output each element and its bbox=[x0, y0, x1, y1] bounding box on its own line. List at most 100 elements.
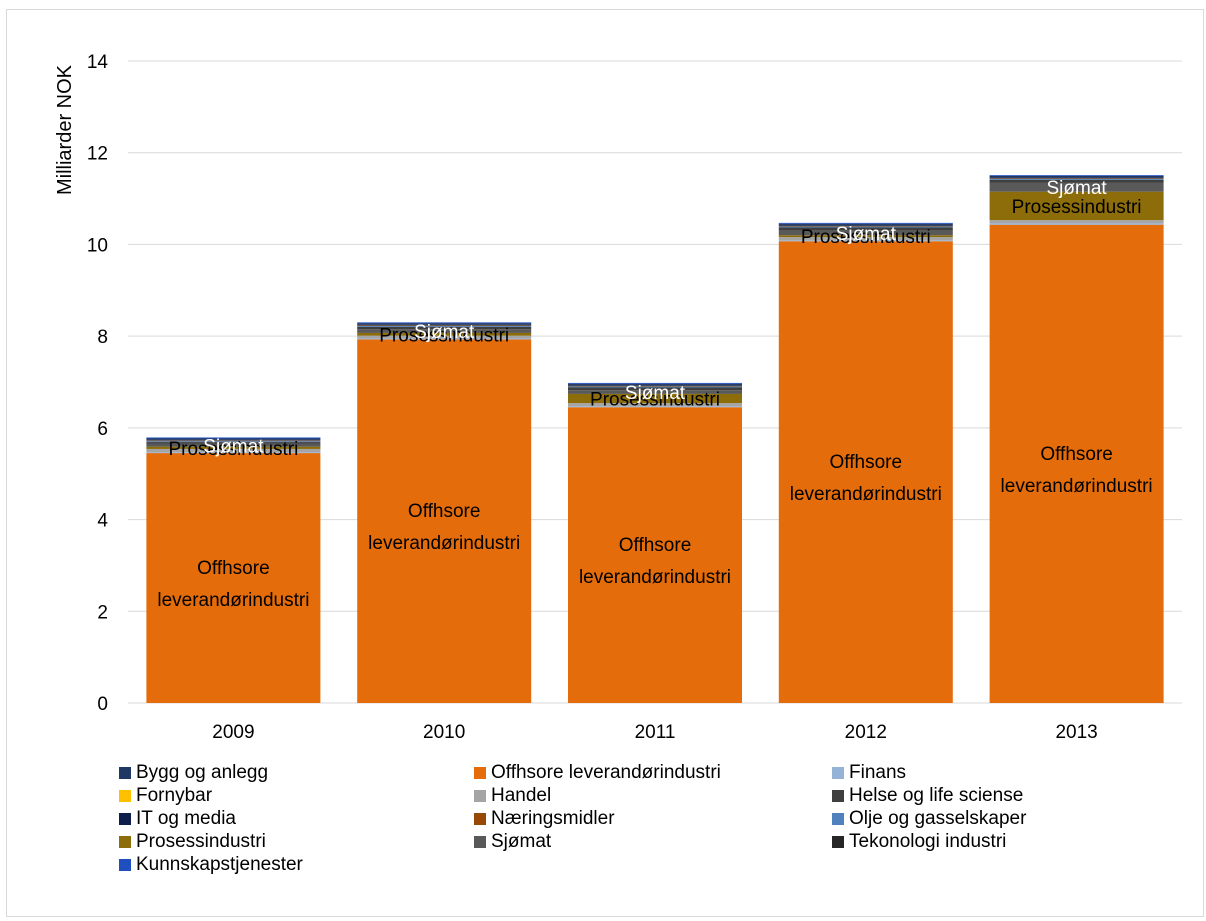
legend-label: Finans bbox=[849, 762, 907, 783]
bar-segment bbox=[989, 179, 1164, 183]
y-tick-label: 8 bbox=[97, 327, 108, 348]
legend-swatch bbox=[474, 767, 486, 779]
x-tick-label: 2010 bbox=[423, 722, 465, 743]
y-tick-label: 14 bbox=[87, 52, 109, 73]
bar-segment bbox=[568, 383, 742, 385]
legend-item: Prosessindustri bbox=[119, 831, 266, 853]
bar-segment bbox=[568, 387, 742, 391]
bar-segment bbox=[568, 386, 742, 388]
bar-segment bbox=[357, 339, 532, 703]
legend-swatch bbox=[119, 767, 131, 779]
legend-item: IT og media bbox=[119, 808, 236, 830]
legend-item: Offhsore leverandørindustri bbox=[474, 762, 721, 784]
bar-segment bbox=[357, 338, 532, 340]
bar-segment bbox=[568, 393, 742, 404]
bar-segment bbox=[568, 384, 742, 386]
bar-segment bbox=[146, 441, 321, 443]
legend-swatch bbox=[119, 836, 131, 848]
data-labels: Offhsore leverandørindustri Prosessindustr… bbox=[157, 178, 1152, 611]
data-label: Sjømat bbox=[625, 383, 686, 404]
legend-label: IT og media bbox=[136, 808, 236, 829]
data-label: Offhsore bbox=[408, 501, 481, 522]
data-label: leverandørindustri bbox=[1001, 476, 1153, 497]
bar-segment bbox=[778, 227, 953, 231]
bar-segment bbox=[778, 235, 953, 238]
data-label: Sjømat bbox=[1047, 178, 1108, 199]
legend-item: Handel bbox=[474, 785, 551, 807]
bar-segment bbox=[989, 182, 1164, 192]
legend-swatch bbox=[832, 790, 844, 802]
data-label: Sjømat bbox=[203, 436, 264, 457]
legend-label: Handel bbox=[491, 785, 552, 806]
legend-label: Bygg og anlegg bbox=[136, 762, 269, 783]
bar-segment bbox=[357, 322, 532, 324]
bar-segment bbox=[778, 230, 953, 236]
legend-item: Sjømat bbox=[474, 831, 551, 853]
y-tick-label: 2 bbox=[97, 602, 108, 623]
legend-item: Bygg og anlegg bbox=[119, 762, 268, 784]
legend-label: Fornybar bbox=[136, 785, 213, 806]
y-axis-label: Milliarder NOK bbox=[54, 64, 76, 195]
bar-segment bbox=[989, 175, 1164, 177]
bar-segment bbox=[778, 224, 953, 226]
data-label: Prosessindustri bbox=[379, 325, 509, 346]
legend-swatch bbox=[119, 859, 131, 871]
bar-segment bbox=[146, 437, 321, 439]
bar-segment bbox=[568, 390, 742, 394]
bar-segment bbox=[568, 403, 742, 407]
legend-item: Olje og gasselskaper bbox=[832, 808, 1026, 830]
data-label: leverandørindustri bbox=[579, 567, 731, 588]
data-label: Offhsore bbox=[619, 535, 692, 556]
legend-swatch bbox=[119, 790, 131, 802]
bar-segment bbox=[989, 178, 1164, 180]
bar-segment bbox=[357, 323, 532, 325]
y-tick-label: 0 bbox=[97, 694, 108, 715]
bar-segment bbox=[568, 406, 742, 408]
bar-segment bbox=[357, 324, 532, 326]
bar-segment bbox=[989, 223, 1164, 225]
legend-swatch bbox=[832, 813, 844, 825]
bar-segment bbox=[778, 241, 953, 703]
data-label: leverandørindustri bbox=[790, 484, 942, 505]
bars bbox=[146, 175, 1164, 703]
legend-label: Sjømat bbox=[491, 831, 552, 852]
y-axis-ticks: 0 2 4 6 8 10 12 14 bbox=[87, 52, 109, 715]
legend-swatch bbox=[119, 813, 131, 825]
bar-segment bbox=[357, 335, 532, 339]
bar-segment bbox=[146, 452, 321, 454]
bar-segment bbox=[146, 446, 321, 449]
bar-segment bbox=[357, 326, 532, 330]
data-label: Prosessindustri bbox=[590, 390, 720, 411]
x-tick-label: 2011 bbox=[635, 722, 676, 743]
legend-label: Tekonologi industri bbox=[849, 831, 1007, 852]
data-label: Offhsore bbox=[830, 452, 903, 473]
bar-segment bbox=[146, 443, 321, 447]
legend-label: Prosessindustri bbox=[136, 831, 266, 852]
bar-segment bbox=[146, 439, 321, 441]
legend-label: Offhsore leverandørindustri bbox=[491, 762, 721, 783]
bar-segment bbox=[357, 326, 532, 327]
data-label: Sjømat bbox=[836, 224, 897, 245]
bar-segment bbox=[989, 220, 1164, 224]
x-tick-label: 2013 bbox=[1055, 722, 1097, 743]
legend-item: Finans bbox=[832, 762, 906, 784]
bar-segment bbox=[568, 407, 742, 703]
legend-swatch bbox=[474, 813, 486, 825]
data-label: Offhsore bbox=[1040, 444, 1113, 465]
legend-label: Næringsmidler bbox=[491, 808, 615, 829]
bar-segment bbox=[778, 237, 953, 241]
legend-item: Tekonologi industri bbox=[832, 831, 1006, 853]
bar-segment bbox=[146, 438, 321, 440]
legend-item: Fornybar bbox=[119, 785, 212, 807]
x-tick-label: 2009 bbox=[212, 722, 254, 743]
bar-segment bbox=[989, 191, 1164, 221]
legend-label: Helse og life sciense bbox=[849, 785, 1024, 806]
legend-item: Næringsmidler bbox=[474, 808, 615, 830]
data-label: leverandørindustri bbox=[157, 590, 309, 611]
legend-swatch bbox=[474, 836, 486, 848]
data-label: Offhsore bbox=[197, 558, 270, 579]
y-tick-label: 12 bbox=[87, 144, 108, 165]
bar-segment bbox=[778, 226, 953, 228]
bar-segment bbox=[568, 382, 742, 384]
data-label: leverandørindustri bbox=[368, 533, 520, 554]
